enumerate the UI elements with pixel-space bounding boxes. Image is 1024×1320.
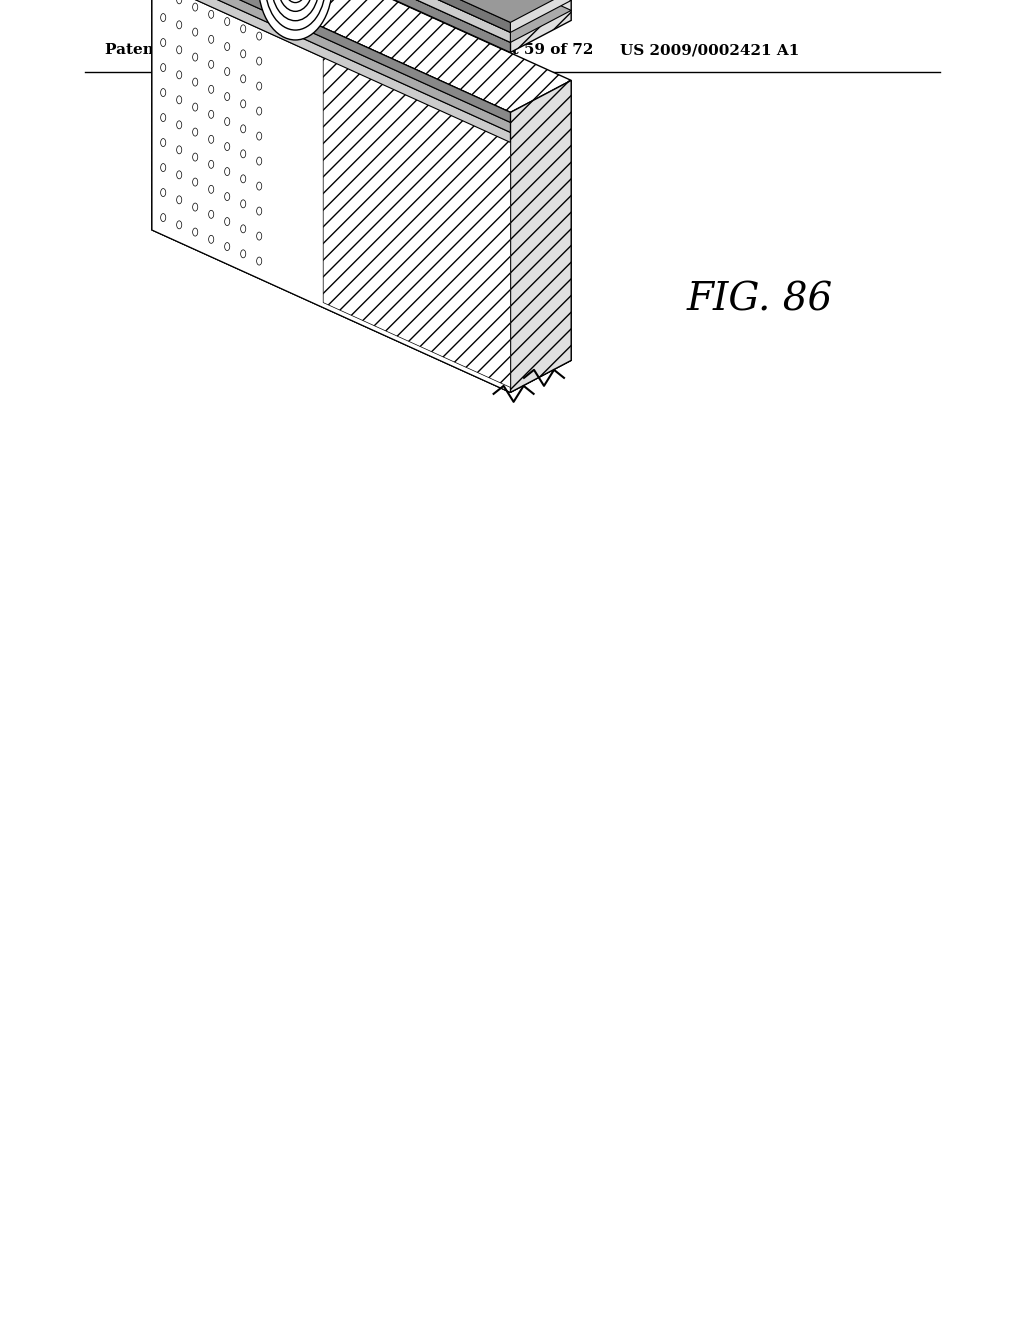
Polygon shape <box>324 42 510 387</box>
Text: Jan. 1, 2009: Jan. 1, 2009 <box>370 44 472 57</box>
Polygon shape <box>152 0 510 392</box>
Ellipse shape <box>209 11 214 18</box>
Ellipse shape <box>209 86 214 94</box>
Polygon shape <box>152 0 571 112</box>
Polygon shape <box>152 0 571 22</box>
Ellipse shape <box>176 46 182 54</box>
Ellipse shape <box>257 32 262 40</box>
Ellipse shape <box>224 42 229 50</box>
Polygon shape <box>152 0 510 53</box>
Ellipse shape <box>241 75 246 83</box>
Ellipse shape <box>209 111 214 119</box>
Ellipse shape <box>176 145 182 154</box>
Ellipse shape <box>257 107 262 115</box>
Ellipse shape <box>161 164 166 172</box>
Ellipse shape <box>161 88 166 96</box>
Ellipse shape <box>241 125 246 133</box>
Polygon shape <box>152 198 571 392</box>
Ellipse shape <box>209 235 214 243</box>
Ellipse shape <box>209 61 214 69</box>
Ellipse shape <box>193 3 198 11</box>
Ellipse shape <box>257 157 262 165</box>
Text: FIG. 86: FIG. 86 <box>687 281 834 318</box>
Ellipse shape <box>224 143 229 150</box>
Ellipse shape <box>224 218 229 226</box>
Ellipse shape <box>241 174 246 183</box>
Ellipse shape <box>224 243 229 251</box>
Polygon shape <box>152 0 510 22</box>
Ellipse shape <box>193 153 198 161</box>
Ellipse shape <box>209 160 214 169</box>
Ellipse shape <box>241 199 246 207</box>
Polygon shape <box>510 0 571 53</box>
Ellipse shape <box>209 210 214 218</box>
Ellipse shape <box>257 232 262 240</box>
Text: US 2009/0002421 A1: US 2009/0002421 A1 <box>620 44 800 57</box>
Ellipse shape <box>257 132 262 140</box>
Ellipse shape <box>224 67 229 75</box>
Polygon shape <box>152 0 510 123</box>
Ellipse shape <box>161 63 166 71</box>
Polygon shape <box>152 0 571 33</box>
Ellipse shape <box>161 214 166 222</box>
Ellipse shape <box>224 117 229 125</box>
Ellipse shape <box>209 136 214 144</box>
Ellipse shape <box>161 13 166 21</box>
Ellipse shape <box>257 182 262 190</box>
Ellipse shape <box>193 78 198 86</box>
Text: Patent Application Publication: Patent Application Publication <box>105 44 367 57</box>
Polygon shape <box>152 0 510 132</box>
Polygon shape <box>152 0 510 33</box>
Ellipse shape <box>176 96 182 104</box>
Ellipse shape <box>193 228 198 236</box>
Polygon shape <box>152 0 510 42</box>
Ellipse shape <box>209 185 214 193</box>
Ellipse shape <box>241 150 246 158</box>
Polygon shape <box>152 0 510 143</box>
Ellipse shape <box>176 71 182 79</box>
Polygon shape <box>324 0 510 37</box>
Ellipse shape <box>161 114 166 121</box>
Ellipse shape <box>224 168 229 176</box>
Ellipse shape <box>176 220 182 228</box>
Ellipse shape <box>241 249 246 257</box>
Ellipse shape <box>176 195 182 203</box>
Ellipse shape <box>176 21 182 29</box>
Ellipse shape <box>241 224 246 232</box>
Ellipse shape <box>241 25 246 33</box>
Polygon shape <box>152 0 571 42</box>
Ellipse shape <box>258 0 333 40</box>
Ellipse shape <box>257 82 262 90</box>
Polygon shape <box>152 0 510 53</box>
Ellipse shape <box>193 28 198 36</box>
Ellipse shape <box>285 0 306 1</box>
Ellipse shape <box>257 207 262 215</box>
Ellipse shape <box>161 38 166 46</box>
Ellipse shape <box>176 170 182 178</box>
Ellipse shape <box>241 50 246 58</box>
Ellipse shape <box>176 0 182 4</box>
Ellipse shape <box>193 128 198 136</box>
Ellipse shape <box>241 100 246 108</box>
Ellipse shape <box>224 17 229 25</box>
Polygon shape <box>152 0 510 392</box>
Ellipse shape <box>257 57 262 65</box>
Ellipse shape <box>224 193 229 201</box>
Ellipse shape <box>193 178 198 186</box>
Ellipse shape <box>224 92 229 100</box>
Polygon shape <box>510 81 571 392</box>
Ellipse shape <box>209 36 214 44</box>
Ellipse shape <box>193 203 198 211</box>
Ellipse shape <box>193 53 198 61</box>
Ellipse shape <box>176 121 182 129</box>
Ellipse shape <box>193 103 198 111</box>
Ellipse shape <box>161 189 166 197</box>
Ellipse shape <box>161 139 166 147</box>
Polygon shape <box>152 0 213 230</box>
Polygon shape <box>510 81 571 392</box>
Ellipse shape <box>257 257 262 265</box>
Text: Sheet 59 of 72: Sheet 59 of 72 <box>470 44 593 57</box>
